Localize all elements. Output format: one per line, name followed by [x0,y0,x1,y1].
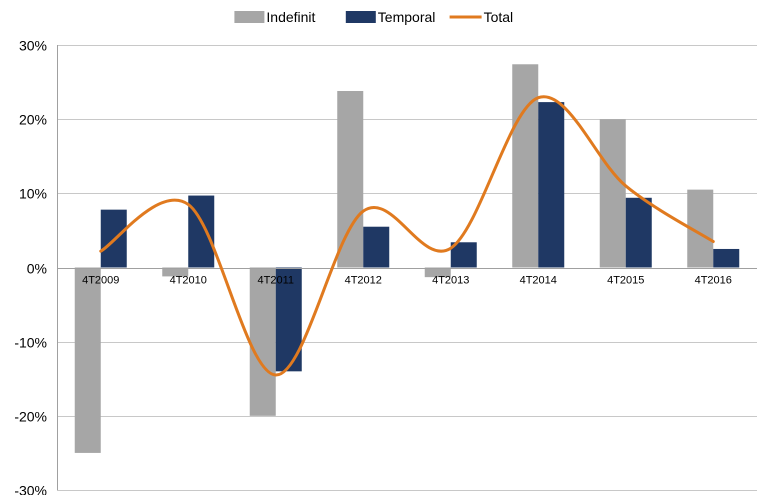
legend-label-total: Total [484,9,514,25]
y-tick-label: -10% [14,335,47,351]
total-line-layer [99,95,715,377]
x-tick-label: 4T2011 [258,275,295,287]
x-tick-labels: 4T2009 4T2010 4T2011 4T2012 4T2013 4T2014 4T20… [82,275,732,287]
y-tick-label: 10% [19,186,47,202]
bar-temporal-4t2012 [363,226,390,268]
y-tick-label: 0% [27,261,47,277]
x-tick-label: 4T2010 [170,275,207,287]
bars [74,64,740,453]
bar-temporal-4t2014 [538,102,565,268]
legend-label-temporal: Temporal [378,9,436,25]
bar-indefinit-4t2015 [599,119,626,268]
bar-indefinit-4t2011 [249,267,276,416]
legend-swatch-indefinit [234,11,265,23]
bar-temporal-4t2015 [625,197,652,268]
bar-indefinit-4t2009 [74,267,101,453]
bar-temporal-4t2016 [713,248,740,268]
y-tick-labels: -30% -20% -10% 0% 10% 20% 30% [14,38,47,499]
y-tick-label: -20% [14,409,47,425]
line-total [99,95,715,377]
x-tick-label: 4T2013 [432,275,469,287]
x-tick-label: 4T2015 [607,275,644,287]
x-tick-label: 4T2014 [520,275,557,287]
bar-indefinit-4t2010 [162,267,189,277]
x-tick-label: 4T2012 [345,275,382,287]
y-tick-label: 30% [19,38,47,54]
y-tick-label: -30% [14,483,47,496]
bar-indefinit-4t2013 [424,267,451,278]
x-tick-label: 4T2009 [82,275,119,287]
bar-indefinit-4t2014 [512,64,539,268]
legend-label-indefinit: Indefinit [266,9,315,25]
bar-indefinit-4t2012 [337,90,364,268]
legend: Indefinit Temporal Total [234,9,513,25]
y-tick-label: 20% [19,112,47,128]
x-tick-label: 4T2016 [695,275,732,287]
legend-swatch-temporal [345,11,376,23]
axes [57,45,757,490]
